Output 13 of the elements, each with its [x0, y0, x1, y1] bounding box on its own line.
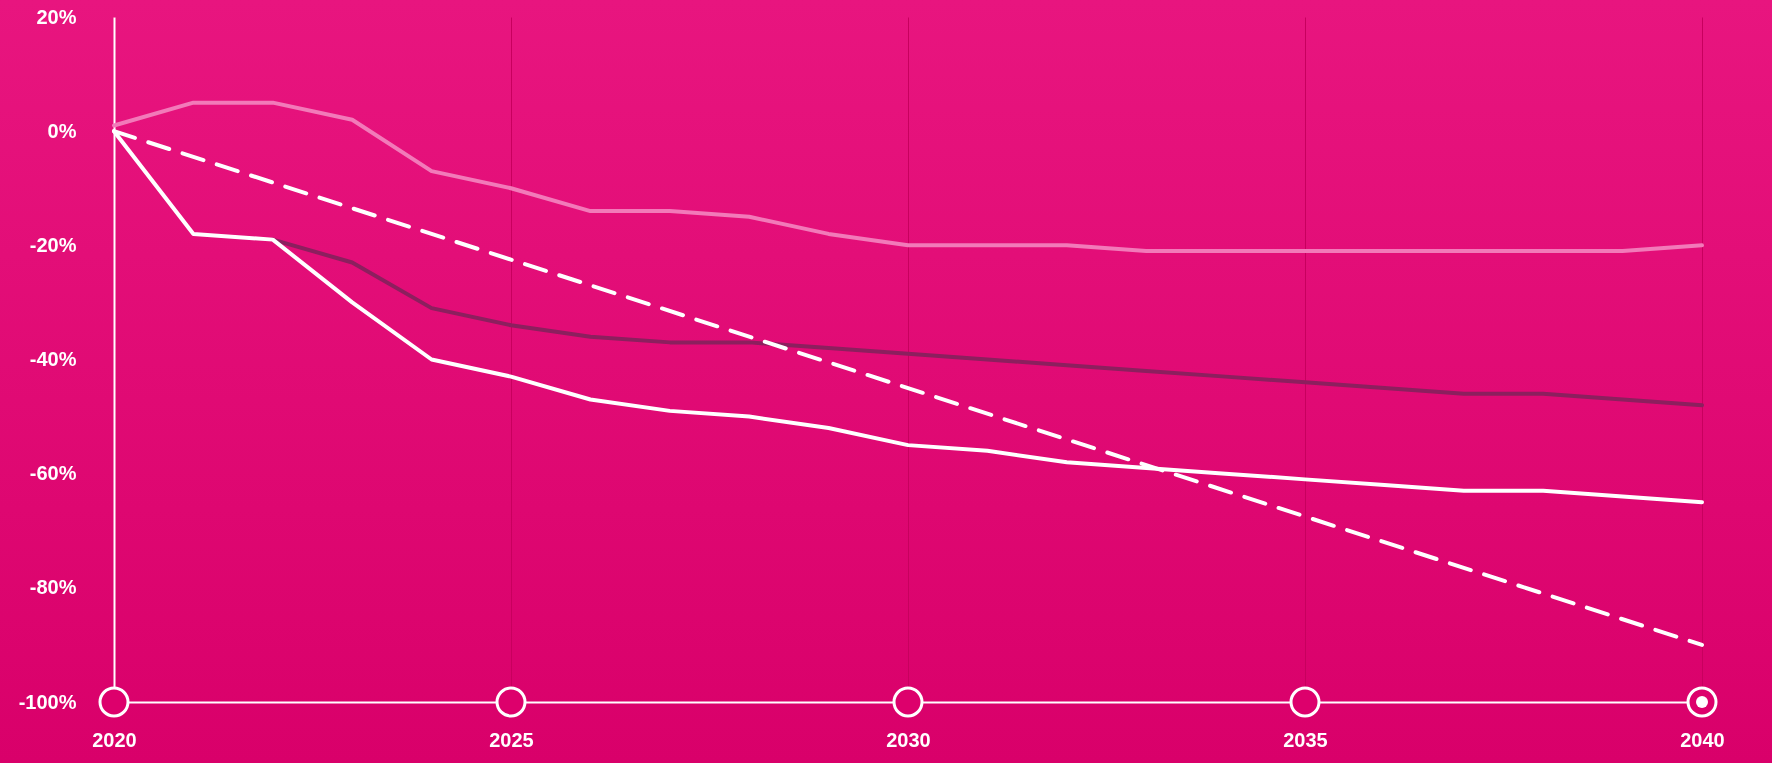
y-tick-label: -20% — [29, 233, 77, 256]
y-tick-label: -100% — [18, 690, 77, 713]
x-tick-label: 2020 — [92, 728, 137, 751]
line-series — [112, 100, 1704, 254]
y-tick-label: 20% — [36, 5, 77, 28]
y-tick-label: -40% — [29, 348, 77, 370]
x-tick-label: 2040 — [1680, 728, 1725, 751]
x-tick-label: 2035 — [1283, 728, 1328, 751]
y-tick-label: 0% — [47, 119, 77, 142]
x-tick-label: 2030 — [886, 728, 931, 751]
y-tick-label: -60% — [29, 462, 77, 485]
y-tick-label: -80% — [29, 576, 77, 599]
x-tick-label: 2025 — [489, 728, 534, 751]
